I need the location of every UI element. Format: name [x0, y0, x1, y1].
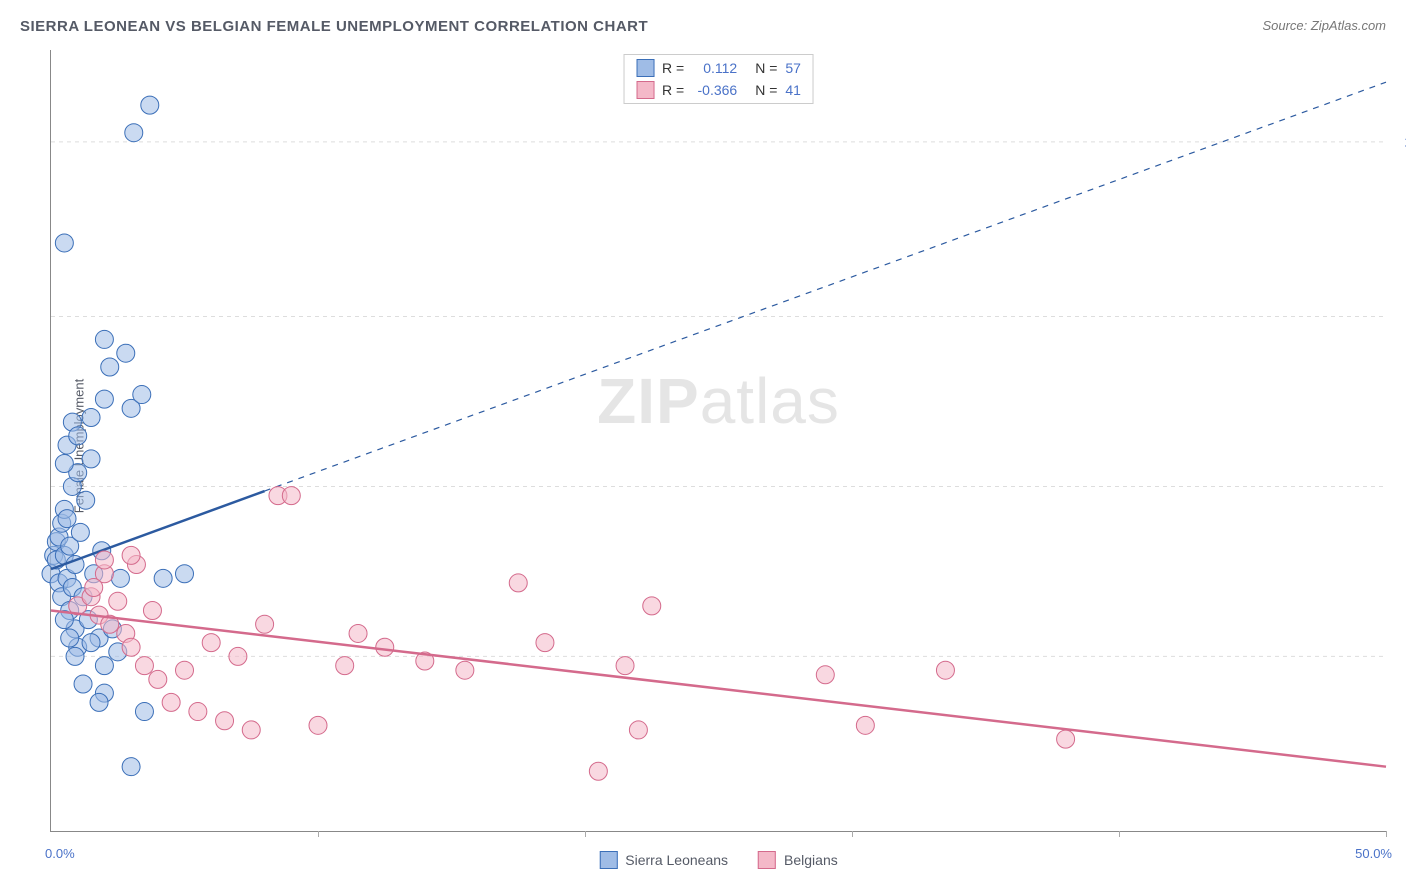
data-point	[61, 629, 79, 647]
series-legend-item: Sierra Leoneans	[599, 851, 728, 869]
series-label: Belgians	[784, 852, 838, 868]
swatch-icon	[758, 851, 776, 869]
data-point	[95, 657, 113, 675]
data-point	[95, 551, 113, 569]
data-point	[336, 657, 354, 675]
data-point	[256, 615, 274, 633]
r-label: R =	[662, 60, 684, 76]
data-point	[176, 565, 194, 583]
x-tick	[585, 831, 586, 837]
data-point	[117, 344, 135, 362]
data-point	[936, 661, 954, 679]
r-value: -0.366	[692, 82, 737, 98]
data-point	[1057, 730, 1075, 748]
data-point	[82, 634, 100, 652]
data-point	[376, 638, 394, 656]
data-point	[149, 670, 167, 688]
n-value: 57	[785, 60, 801, 76]
data-point	[536, 634, 554, 652]
data-point	[216, 712, 234, 730]
data-point	[589, 762, 607, 780]
data-point	[189, 703, 207, 721]
correlation-legend: R = 0.112 N = 57 R = -0.366 N = 41	[623, 54, 814, 104]
x-tick	[318, 831, 319, 837]
data-point	[95, 330, 113, 348]
data-point	[133, 386, 151, 404]
data-point	[456, 661, 474, 679]
data-point	[122, 546, 140, 564]
data-point	[66, 647, 84, 665]
regression-line	[51, 610, 1386, 766]
data-point	[229, 647, 247, 665]
x-tick	[852, 831, 853, 837]
x-axis-min-label: 0.0%	[45, 846, 75, 861]
data-point	[77, 491, 95, 509]
x-tick	[1119, 831, 1120, 837]
data-point	[629, 721, 647, 739]
data-point	[101, 358, 119, 376]
n-label: N =	[755, 60, 777, 76]
data-point	[55, 234, 73, 252]
data-point	[109, 592, 127, 610]
plot-area: ZIPatlas R = 0.112 N = 57 R = -0.366 N =…	[50, 50, 1386, 832]
data-point	[856, 716, 874, 734]
data-point	[74, 675, 92, 693]
data-point	[509, 574, 527, 592]
data-point	[122, 758, 140, 776]
swatch-icon	[636, 81, 654, 99]
data-point	[90, 693, 108, 711]
n-label: N =	[755, 82, 777, 98]
data-point	[162, 693, 180, 711]
data-point	[616, 657, 634, 675]
data-point	[69, 427, 87, 445]
data-point	[242, 721, 260, 739]
data-point	[309, 716, 327, 734]
swatch-icon	[599, 851, 617, 869]
regression-line-extrapolated	[265, 82, 1386, 491]
data-point	[82, 409, 100, 427]
series-label: Sierra Leoneans	[625, 852, 728, 868]
x-axis-max-label: 50.0%	[1355, 846, 1392, 861]
data-point	[816, 666, 834, 684]
data-point	[143, 601, 161, 619]
data-point	[125, 124, 143, 142]
data-point	[176, 661, 194, 679]
data-point	[202, 634, 220, 652]
data-point	[643, 597, 661, 615]
data-point	[135, 657, 153, 675]
correlation-legend-row-belgian: R = -0.366 N = 41	[624, 79, 813, 101]
data-point	[82, 450, 100, 468]
data-point	[154, 569, 172, 587]
chart-title: SIERRA LEONEAN VS BELGIAN FEMALE UNEMPLO…	[20, 18, 648, 35]
r-value: 0.112	[692, 60, 737, 76]
data-point	[58, 510, 76, 528]
data-point	[85, 579, 103, 597]
series-legend-item: Belgians	[758, 851, 838, 869]
series-legend: Sierra Leoneans Belgians	[599, 851, 837, 869]
x-tick	[1386, 831, 1387, 837]
data-point	[349, 624, 367, 642]
data-point	[55, 454, 73, 472]
correlation-legend-row-sierra: R = 0.112 N = 57	[624, 57, 813, 79]
data-point	[282, 487, 300, 505]
data-point	[141, 96, 159, 114]
source-attribution: Source: ZipAtlas.com	[1262, 18, 1386, 33]
plot-svg	[51, 50, 1386, 831]
data-point	[71, 523, 89, 541]
data-point	[135, 703, 153, 721]
data-point	[111, 569, 129, 587]
data-point	[122, 638, 140, 656]
data-point	[95, 390, 113, 408]
n-value: 41	[785, 82, 801, 98]
chart-container: SIERRA LEONEAN VS BELGIAN FEMALE UNEMPLO…	[0, 0, 1406, 892]
r-label: R =	[662, 82, 684, 98]
swatch-icon	[636, 59, 654, 77]
